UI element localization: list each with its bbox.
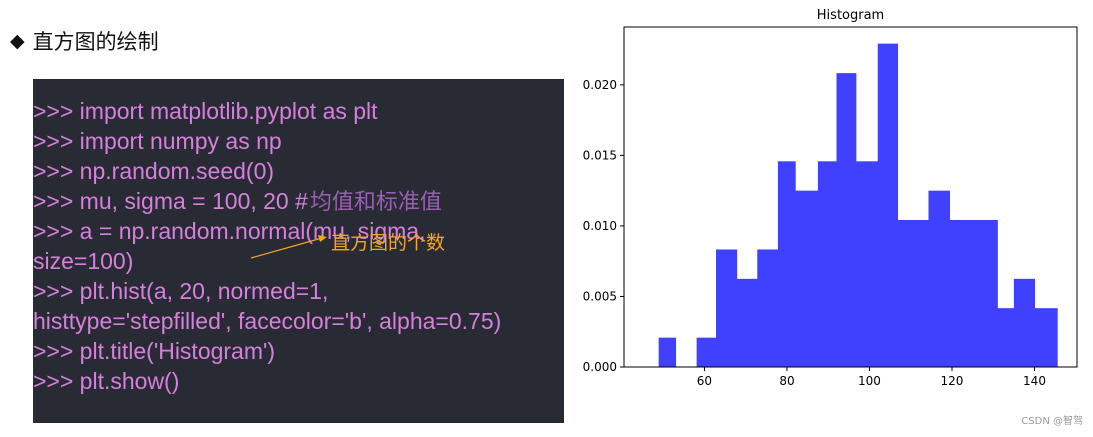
watermark: CSDN @智驾: [1021, 416, 1083, 427]
histogram-bar: [817, 161, 837, 367]
y-tick-label: 0.020: [583, 78, 617, 92]
x-axis-ticks: 60 80 100 120 140: [697, 367, 1046, 388]
histogram-bar: [836, 73, 857, 367]
chart-title: Histogram: [817, 8, 884, 23]
code-line-5: >>> a = np.random.normal(mu, sigma,: [33, 218, 426, 244]
histogram-bar: [949, 219, 971, 367]
code-line-10: >>> plt.show(): [33, 368, 180, 394]
code-line-8: histtype='stepfilled', facecolor='b', al…: [33, 308, 502, 334]
code-comment: 均值和标准值: [309, 190, 442, 215]
histogram-bar: [897, 219, 929, 367]
histogram-bar: [696, 337, 717, 367]
histogram-bar: [716, 249, 738, 367]
code-line-3: >>> np.random.seed(0): [33, 158, 275, 184]
histogram-bar: [997, 308, 1015, 367]
slide-title: 直方图的绘制: [32, 30, 159, 54]
y-tick-label: 0.010: [583, 219, 617, 233]
histogram-bar: [1013, 278, 1036, 367]
y-tick-label: 0.000: [583, 360, 617, 374]
plot-frame: [623, 26, 1078, 368]
code-line-2: >>> import numpy as np: [33, 128, 282, 154]
y-tick-label: 0.005: [583, 289, 617, 303]
code-panel: >>> import matplotlib.pyplot as plt >>> …: [33, 79, 564, 423]
histogram-bars: [658, 43, 1058, 367]
histogram-bar: [736, 278, 758, 367]
code-line-9: >>> plt.title('Histogram'): [33, 338, 276, 364]
histogram-bar: [970, 219, 998, 367]
histogram-bar: [777, 161, 796, 367]
histogram-bar: [1034, 308, 1058, 367]
x-tick-label: 60: [697, 374, 712, 388]
histogram-bar: [658, 337, 677, 367]
histogram-bar: [855, 161, 879, 367]
code-line-1: >>> import matplotlib.pyplot as plt: [33, 98, 378, 124]
histogram-bar: [757, 249, 779, 367]
histogram-bar: [928, 190, 951, 367]
x-tick-label: 100: [858, 374, 881, 388]
histogram-chart: Histogram 60 80 100 120 140 0.0000.0050.0100…: [583, 8, 1078, 388]
x-tick-label: 140: [1023, 374, 1046, 388]
histogram-bar: [877, 43, 899, 367]
code-line-7: >>> plt.hist(a, 20, normed=1,: [33, 278, 329, 304]
x-tick-label: 120: [941, 374, 964, 388]
code-line-6: size=100): [33, 248, 134, 274]
slide-heading: ◆ 直方图的绘制: [10, 26, 159, 56]
code-block: >>> import matplotlib.pyplot as plt >>> …: [33, 96, 564, 396]
y-axis-ticks: 0.000 0.005 0.010 0.015 0.020: [583, 78, 624, 374]
code-line-4: >>> mu, sigma = 100, 20 #均值和标准值: [33, 188, 442, 215]
bin-count-annotation: 直方图的个数: [331, 232, 446, 254]
x-tick-label: 80: [779, 374, 794, 388]
diamond-bullet-icon: ◆: [10, 30, 25, 52]
y-tick-label: 0.015: [583, 148, 617, 162]
histogram-bar: [795, 190, 819, 367]
